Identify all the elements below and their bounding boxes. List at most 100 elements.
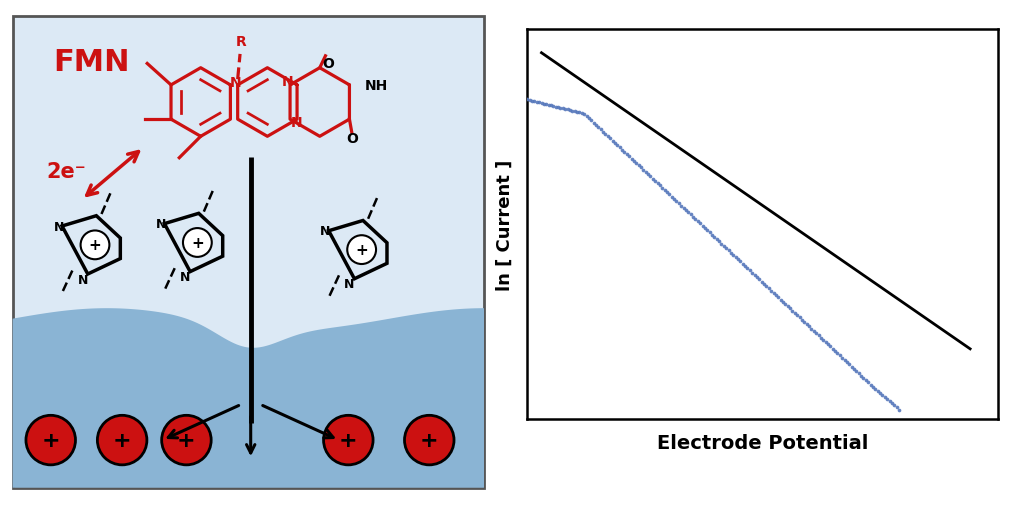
Point (851, 370, 867, 378)
Point (521, 97, 538, 105)
Point (559, 106, 575, 114)
Circle shape (324, 416, 373, 465)
Point (792, 314, 808, 322)
Point (803, 325, 819, 333)
Point (536, 100, 552, 109)
Point (727, 254, 743, 262)
Circle shape (162, 416, 211, 465)
Point (756, 280, 772, 288)
Point (831, 351, 848, 360)
Point (562, 107, 579, 115)
Point (806, 327, 822, 335)
Point (858, 376, 874, 384)
Point (604, 137, 621, 145)
Point (613, 146, 630, 155)
Text: +: + (89, 238, 101, 253)
Point (689, 218, 706, 226)
Point (884, 399, 900, 407)
Circle shape (183, 229, 212, 258)
Point (680, 209, 696, 217)
Point (734, 260, 751, 268)
Point (618, 150, 635, 159)
Point (786, 309, 803, 317)
Point (531, 99, 548, 107)
Point (739, 265, 756, 273)
Point (541, 102, 557, 110)
Point (564, 108, 581, 116)
Circle shape (26, 416, 76, 465)
Point (848, 367, 864, 375)
Point (678, 207, 694, 215)
Point (662, 191, 678, 199)
Point (645, 175, 662, 183)
Point (611, 144, 628, 152)
Point (676, 205, 692, 213)
Point (586, 120, 602, 128)
Point (651, 182, 668, 190)
Point (647, 178, 664, 186)
Point (746, 271, 763, 279)
Point (640, 171, 656, 179)
Point (834, 354, 850, 362)
Point (543, 102, 559, 110)
Text: R: R (236, 35, 247, 48)
Point (730, 256, 746, 264)
Point (545, 103, 561, 111)
Point (696, 224, 713, 232)
Point (548, 104, 564, 112)
Point (616, 148, 633, 157)
Point (573, 110, 590, 118)
Point (595, 128, 611, 136)
Point (844, 363, 860, 371)
Text: +: + (339, 430, 357, 450)
Point (777, 300, 794, 309)
Point (796, 318, 812, 326)
Point (682, 211, 698, 219)
Point (758, 282, 774, 290)
Point (886, 401, 902, 410)
Y-axis label: ln [ Current ]: ln [ Current ] (496, 159, 513, 290)
Text: N: N (156, 218, 166, 231)
Point (732, 258, 749, 266)
Point (628, 160, 644, 168)
Text: N: N (180, 271, 190, 284)
Point (649, 180, 666, 188)
Point (635, 166, 651, 174)
Text: N: N (282, 75, 294, 89)
Point (761, 285, 777, 293)
Point (790, 312, 806, 320)
Point (631, 162, 647, 170)
Point (718, 244, 734, 252)
Point (571, 109, 588, 117)
Point (725, 251, 741, 259)
Point (837, 356, 853, 364)
Point (737, 263, 754, 271)
Circle shape (97, 416, 146, 465)
Point (770, 293, 786, 301)
Point (699, 227, 716, 235)
Point (829, 349, 846, 358)
Point (519, 96, 536, 105)
Point (723, 249, 739, 257)
Point (711, 238, 727, 246)
Point (853, 372, 869, 380)
Text: +: + (420, 430, 438, 450)
Point (752, 276, 768, 284)
Point (846, 365, 862, 373)
Point (638, 169, 654, 177)
Point (824, 345, 841, 353)
Point (867, 385, 884, 393)
Point (720, 247, 736, 255)
Text: N: N (344, 278, 354, 291)
Point (555, 105, 571, 113)
Point (799, 321, 815, 329)
Text: 2e⁻: 2e⁻ (46, 162, 86, 182)
Text: +: + (41, 430, 60, 450)
Text: N: N (53, 220, 63, 233)
Point (891, 406, 907, 414)
Text: NH: NH (365, 79, 388, 93)
Text: +: + (113, 430, 131, 450)
Point (784, 307, 801, 315)
Point (685, 213, 701, 221)
Point (869, 387, 886, 395)
